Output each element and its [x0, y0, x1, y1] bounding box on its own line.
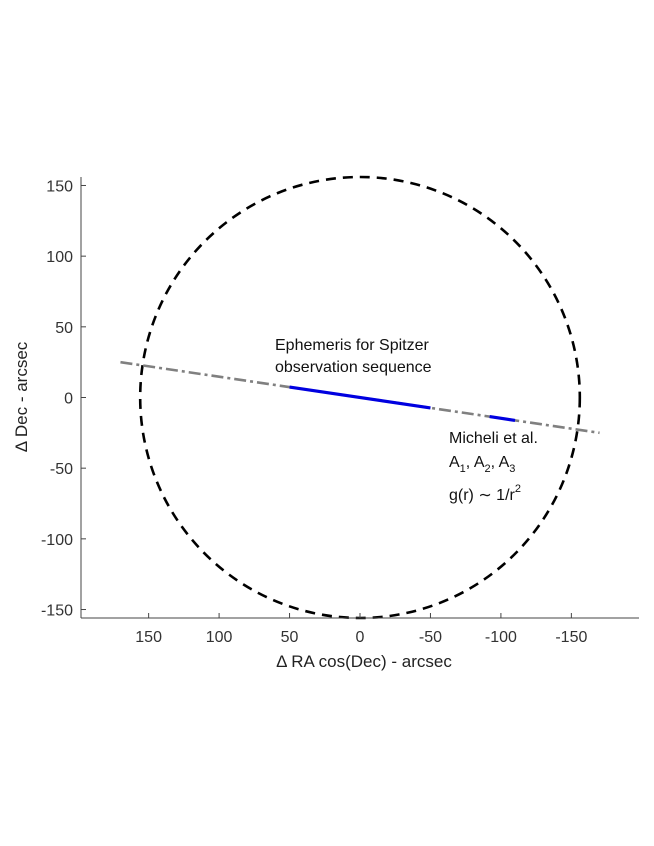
ephemeris-line-series — [120, 360, 600, 435]
x-tick-label: 100 — [206, 629, 233, 646]
x-tick-label: 150 — [135, 629, 162, 646]
observation-segment-2 — [289, 385, 431, 410]
micheli-annotation-line2: A1, A2, A3 — [449, 454, 515, 475]
y-tick-label: 100 — [46, 249, 73, 266]
ephemeris-annotation-line1: Ephemeris for Spitzer — [275, 337, 430, 354]
y-tick-label: 0 — [64, 391, 73, 408]
micheli-annotation-line1: Micheli et al. — [449, 430, 538, 447]
plot-area — [120, 175, 600, 620]
observation-segment-3 — [489, 414, 516, 422]
y-tick-label: 150 — [46, 178, 73, 195]
y-tick-label: -50 — [50, 461, 73, 478]
y-axis-label: Δ Dec - arcsec — [12, 341, 31, 452]
axes: 150 100 50 0 -50 -100 -150 150 100 50 0 -50 -100 -150 — [41, 177, 639, 646]
ephemeris-annotation-line2: observation sequence — [275, 359, 432, 376]
y-tick-label: 50 — [55, 320, 73, 337]
x-tick-label: 50 — [281, 629, 299, 646]
x-tick-label: -50 — [419, 629, 442, 646]
x-tick-label: -150 — [555, 629, 587, 646]
micheli-annotation-line3: g(r) ∼ 1/r2 — [449, 483, 521, 504]
y-tick-label: -150 — [41, 603, 73, 620]
x-axis-label: Δ RA cos(Dec) - arcsec — [276, 652, 452, 671]
x-tick-label: -100 — [485, 629, 517, 646]
x-tick-label: 0 — [356, 629, 365, 646]
y-tick-label: -100 — [41, 532, 73, 549]
